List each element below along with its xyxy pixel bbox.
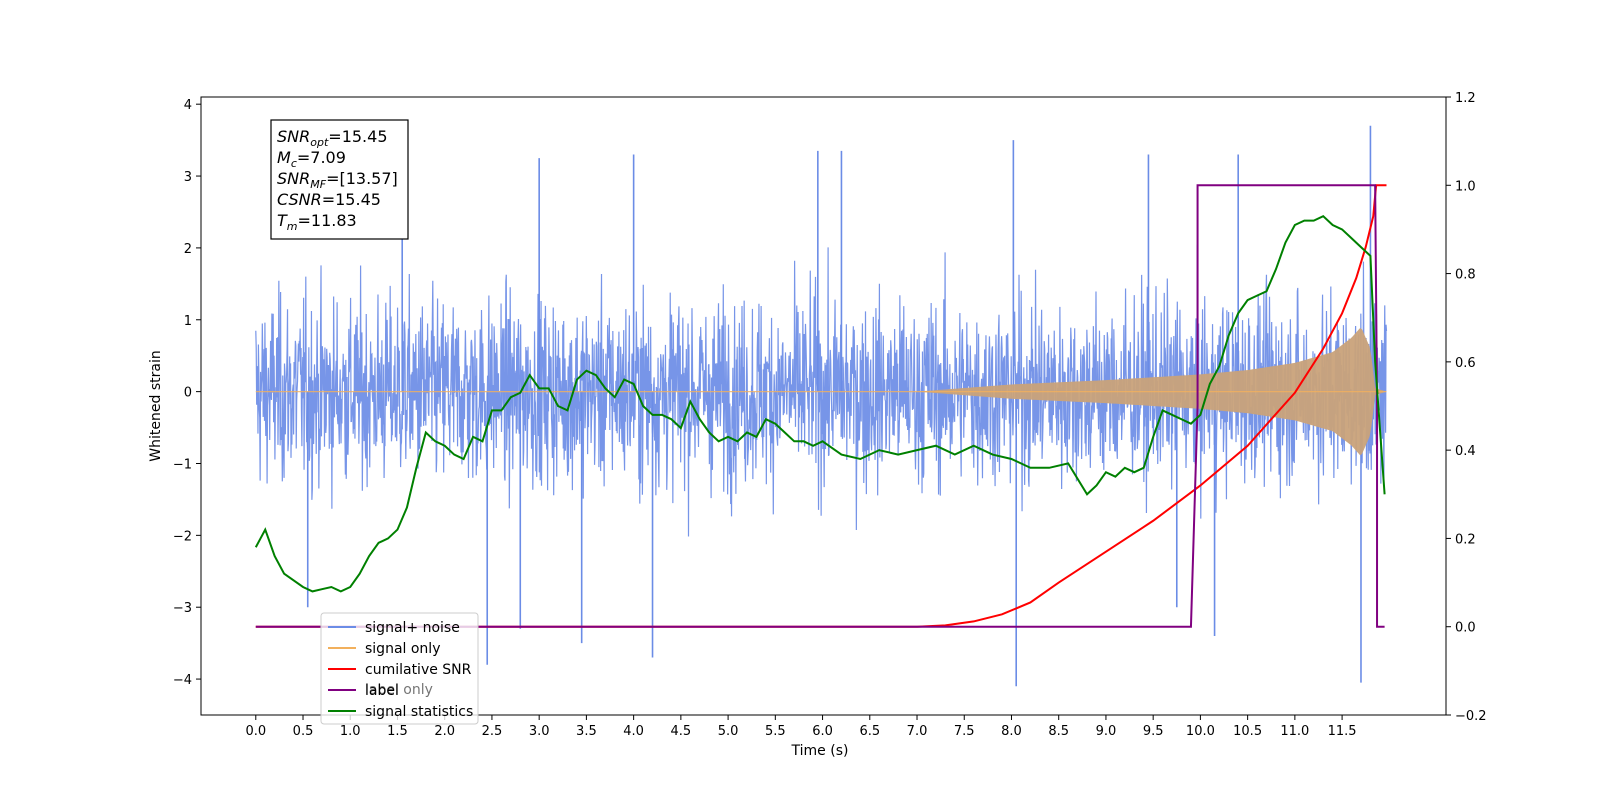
y-axis-label: Whitened strain bbox=[148, 350, 164, 461]
x-tick-label: 5.0 bbox=[718, 724, 739, 739]
x-tick-label: 8.0 bbox=[1001, 724, 1022, 739]
y-axis-left: −4 −3 −2 −1 0 1 2 3 4 bbox=[173, 98, 201, 688]
x-tick-label: 6.5 bbox=[859, 724, 880, 739]
x-axis-label: Time (s) bbox=[791, 743, 849, 759]
x-tick-label: 1.5 bbox=[387, 724, 408, 739]
signal-statistics-line bbox=[254, 214, 1386, 593]
annotation-line: Mc=7.09 bbox=[277, 148, 346, 170]
x-tick-label: 6.0 bbox=[812, 724, 833, 739]
x-tick-label: 7.0 bbox=[907, 724, 928, 739]
y-tick-label: −3 bbox=[173, 601, 192, 616]
y2-tick-label: −0.2 bbox=[1455, 709, 1487, 724]
x-tick-label: 0.5 bbox=[293, 724, 314, 739]
cumulative-snr-line bbox=[255, 184, 1387, 628]
y2-tick-label: 0.2 bbox=[1455, 532, 1476, 547]
y2-tick-label: 0.0 bbox=[1455, 621, 1476, 636]
x-tick-label: 9.5 bbox=[1143, 724, 1164, 739]
x-tick-label: 0.0 bbox=[245, 724, 266, 739]
annotation-line: CSNR=15.45 bbox=[277, 190, 381, 209]
x-tick-label: 10.0 bbox=[1186, 724, 1215, 739]
y2-tick-label: 1.0 bbox=[1455, 179, 1476, 194]
annotation-line: SNRMF=[13.57] bbox=[277, 169, 398, 191]
annotation-line: Tm=11.83 bbox=[277, 211, 357, 233]
legend-hidden-label: label only bbox=[365, 682, 433, 698]
y2-tick-label: 0.6 bbox=[1455, 356, 1476, 371]
x-tick-label: 1.0 bbox=[340, 724, 361, 739]
label-line bbox=[255, 184, 1385, 628]
x-tick-label: 5.5 bbox=[765, 724, 786, 739]
y-tick-label: 2 bbox=[184, 242, 192, 257]
x-tick-label: 3.0 bbox=[529, 724, 550, 739]
y2-tick-label: 0.8 bbox=[1455, 268, 1476, 283]
y2-tick-label: 0.4 bbox=[1455, 444, 1476, 459]
y-tick-label: 4 bbox=[184, 98, 192, 113]
legend-label: cumilative SNR bbox=[365, 662, 472, 678]
y-tick-label: 0 bbox=[184, 386, 192, 401]
x-tick-label: 4.0 bbox=[623, 724, 644, 739]
stats-annotation-box: SNRopt=15.45Mc=7.09SNRMF=[13.57]CSNR=15.… bbox=[270, 119, 409, 240]
x-tick-label: 11.5 bbox=[1328, 724, 1357, 739]
annotation-frame bbox=[270, 119, 409, 240]
x-tick-label: 4.5 bbox=[671, 724, 692, 739]
legend: label only signal+ noise signal only cumila… bbox=[320, 612, 479, 725]
x-tick-label: 8.5 bbox=[1048, 724, 1069, 739]
legend-label: signal only bbox=[365, 641, 440, 657]
y-tick-label: 3 bbox=[184, 170, 192, 185]
signal-noise-series bbox=[255, 125, 1388, 687]
annotation-line: SNRopt=15.45 bbox=[277, 127, 388, 149]
x-tick-label: 9.0 bbox=[1096, 724, 1117, 739]
x-tick-label: 10.5 bbox=[1233, 724, 1262, 739]
y-axis-right: −0.2 0.0 0.2 0.4 0.6 0.8 1.0 1.2 bbox=[1446, 91, 1487, 724]
x-tick-label: 2.0 bbox=[434, 724, 455, 739]
x-tick-label: 11.0 bbox=[1280, 724, 1309, 739]
legend-frame bbox=[320, 612, 479, 725]
line-series-layer bbox=[254, 184, 1387, 628]
x-tick-label: 7.5 bbox=[954, 724, 975, 739]
x-axis: 0.0 0.5 1.0 1.5 2.0 2.5 3.0 3.5 4.0 4.5 5.0 5.5 6.0 6… bbox=[245, 715, 1357, 739]
y2-tick-label: 1.2 bbox=[1455, 91, 1476, 106]
y-tick-label: −1 bbox=[173, 457, 192, 472]
legend-label: signal+ noise bbox=[365, 620, 460, 636]
y-tick-label: −2 bbox=[173, 529, 192, 544]
legend-label: label bbox=[365, 683, 399, 699]
x-tick-label: 3.5 bbox=[576, 724, 597, 739]
y-tick-label: −4 bbox=[173, 673, 192, 688]
y-tick-label: 1 bbox=[184, 314, 192, 329]
legend-label: signal statistics bbox=[365, 704, 473, 720]
x-tick-label: 2.5 bbox=[482, 724, 503, 739]
